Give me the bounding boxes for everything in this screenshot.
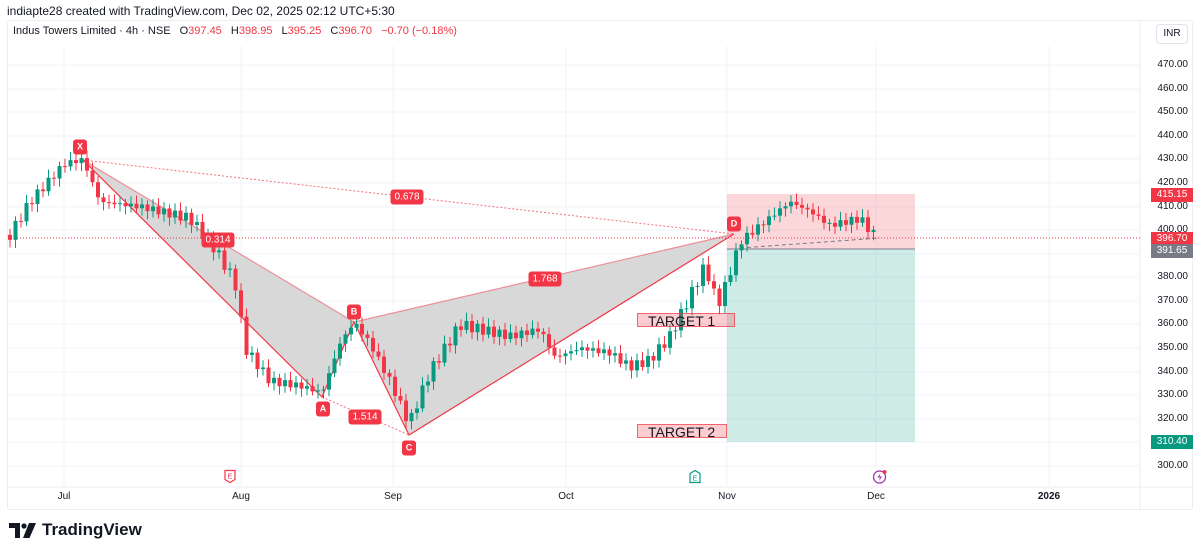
- point-b-badge[interactable]: B: [347, 304, 361, 320]
- dividend-icon[interactable]: [872, 469, 888, 484]
- time-label-nov: Nov: [718, 491, 736, 502]
- attribution-text: indiapte28 created with TradingView.com,…: [7, 4, 395, 18]
- profit-zone: [727, 249, 915, 442]
- price-tick: 330.00: [1157, 389, 1188, 401]
- open-value: 397.45: [188, 25, 222, 37]
- stop-price-tag: 415.15: [1151, 188, 1193, 202]
- point-a-badge[interactable]: A: [316, 401, 330, 417]
- close-value: 396.70: [338, 25, 372, 37]
- high-value: 398.95: [238, 25, 273, 37]
- svg-text:E: E: [693, 476, 698, 483]
- tradingview-logo: TradingView: [9, 520, 142, 540]
- grid-lines: [8, 46, 1140, 486]
- brand-name: TradingView: [42, 520, 142, 539]
- target-price-tag: 310.40: [1151, 435, 1193, 449]
- time-label-2026: 2026: [1037, 491, 1061, 502]
- price-tick: 370.00: [1157, 294, 1188, 306]
- last-price-tag: 396.70: [1151, 232, 1193, 246]
- price-tick: 440.00: [1157, 129, 1188, 141]
- price-tick: 460.00: [1157, 82, 1188, 94]
- price-tick: 420.00: [1157, 176, 1188, 188]
- price-tick: 340.00: [1157, 365, 1188, 377]
- point-d-badge[interactable]: D: [727, 216, 741, 232]
- price-tick: 350.00: [1157, 342, 1188, 354]
- time-label-dec: Dec: [867, 491, 885, 502]
- ratio-badge-xb[interactable]: 0.314: [201, 232, 235, 248]
- stop-loss-zone: [727, 194, 915, 249]
- currency-button[interactable]: INR: [1156, 24, 1188, 44]
- price-tick: 380.00: [1157, 271, 1188, 283]
- low-value: 395.25: [287, 25, 322, 37]
- price-tick: 430.00: [1157, 153, 1188, 165]
- price-tick: 300.00: [1157, 460, 1188, 472]
- ratio-badge-ac[interactable]: 1.514: [348, 409, 382, 425]
- target-1-label[interactable]: TARGET 1: [637, 313, 735, 328]
- change-value: −0.70 (−0.18%): [381, 25, 457, 37]
- target-2-label[interactable]: TARGET 2: [637, 424, 727, 439]
- price-tick: 470.00: [1157, 59, 1188, 70]
- symbol-legend: Indus Towers Limited · 4h · NSE O397.45 …: [13, 25, 457, 37]
- point-c-badge[interactable]: C: [402, 440, 416, 456]
- ratio-badge-bd[interactable]: 1.768: [528, 271, 562, 287]
- price-tick: 320.00: [1157, 412, 1188, 424]
- ratio-badge-xd[interactable]: 0.678: [390, 189, 424, 205]
- symbol-title: Indus Towers Limited · 4h · NSE: [13, 25, 171, 37]
- entry-price-tag: 391.65: [1151, 244, 1193, 258]
- point-x-badge[interactable]: X: [73, 139, 87, 155]
- price-tick: 360.00: [1157, 318, 1188, 330]
- price-tick: 450.00: [1157, 106, 1188, 118]
- tradingview-logo-icon: [9, 522, 36, 538]
- earnings-icon[interactable]: E: [224, 469, 237, 484]
- time-label-sep: Sep: [384, 491, 402, 502]
- price-tick: 410.00: [1157, 200, 1188, 212]
- time-label-aug: Aug: [232, 491, 250, 502]
- price-tick: 400.00: [1157, 224, 1188, 236]
- time-label-jul: Jul: [57, 491, 71, 502]
- svg-text:E: E: [228, 474, 233, 481]
- time-label-oct: Oct: [558, 491, 574, 502]
- candles: [8, 150, 876, 430]
- earnings-icon[interactable]: E: [689, 469, 702, 484]
